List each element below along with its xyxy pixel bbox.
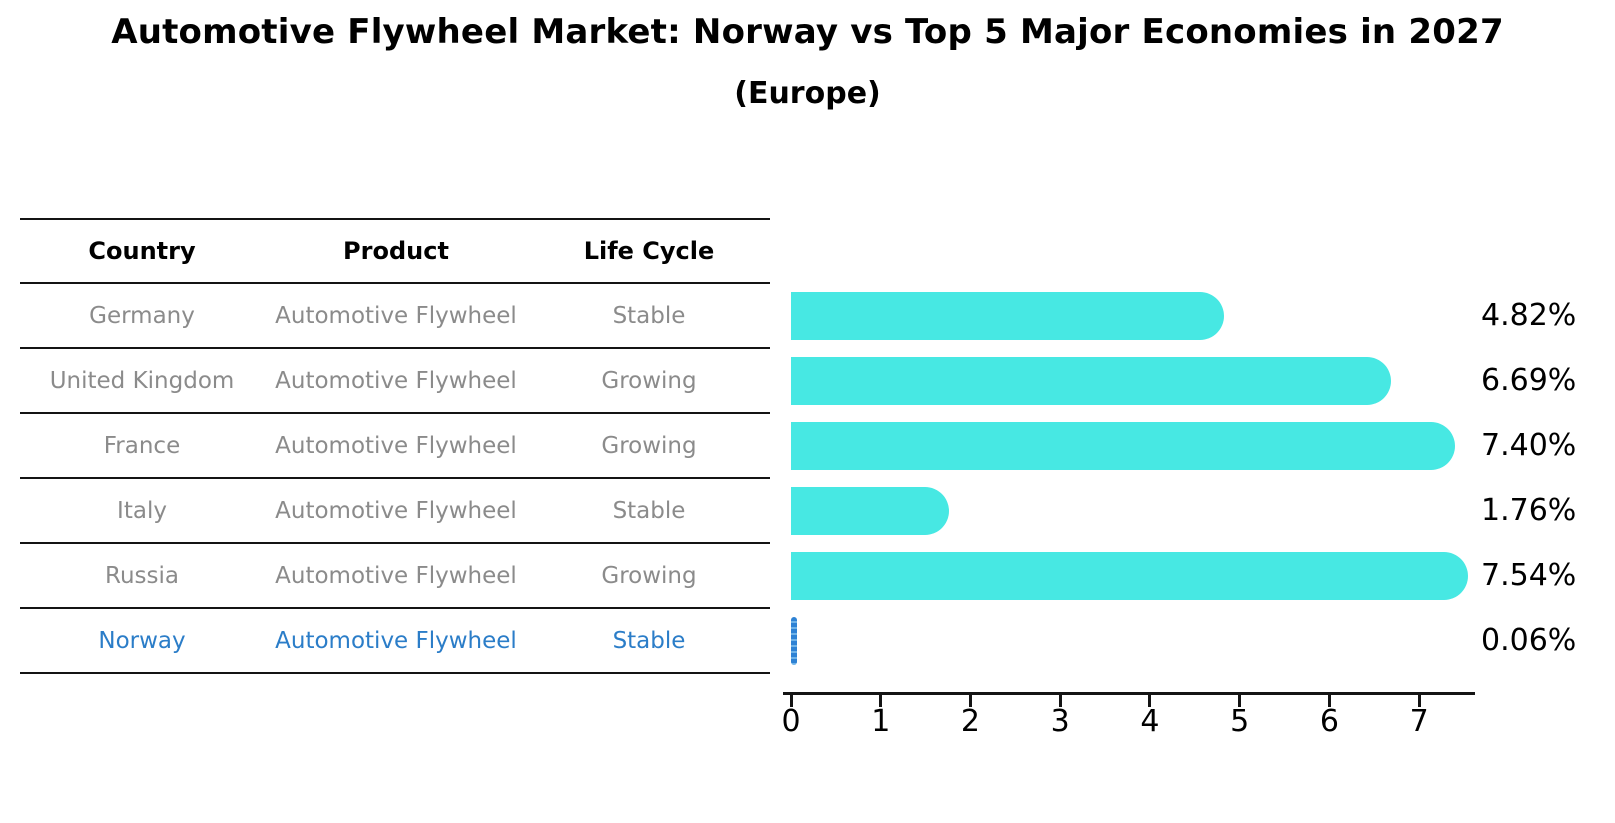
page-subtitle: (Europe) — [734, 76, 881, 111]
table-row: Germany Automotive Flywheel Stable — [20, 284, 770, 349]
cell-country: Norway — [98, 627, 186, 654]
column-header-lifecycle: Life Cycle — [583, 237, 715, 265]
x-tick-0 — [789, 695, 793, 707]
table-row: United Kingdom Automotive Flywheel Growi… — [20, 349, 770, 414]
value-label-italy: 1.76% — [1481, 493, 1577, 528]
x-tick-label-0: 0 — [781, 704, 801, 739]
cell-country: United Kingdom — [49, 367, 235, 394]
column-header-product: Product — [343, 237, 449, 265]
cell-lifecycle: Growing — [601, 367, 697, 394]
cell-product: Automotive Flywheel — [275, 497, 517, 524]
cell-product: Automotive Flywheel — [275, 367, 517, 394]
bar-united-kingdom — [791, 357, 1392, 405]
x-tick-5 — [1238, 695, 1242, 707]
x-tick-1 — [879, 695, 883, 707]
x-tick-4 — [1148, 695, 1152, 707]
table-header-row: Country Product Life Cycle — [20, 218, 770, 284]
x-tick-2 — [968, 695, 972, 707]
value-label-russia: 7.54% — [1481, 558, 1577, 593]
column-header-country: Country — [88, 237, 196, 265]
x-tick-3 — [1058, 695, 1062, 707]
cell-country: Russia — [105, 562, 179, 589]
value-label-united-kingdom: 6.69% — [1481, 363, 1577, 398]
value-label-france: 7.40% — [1481, 428, 1577, 463]
x-tick-label-7: 7 — [1409, 704, 1429, 739]
x-axis-line — [783, 692, 1475, 695]
cell-country: Italy — [117, 497, 167, 524]
table-row: Italy Automotive Flywheel Stable — [20, 479, 770, 544]
x-tick-6 — [1327, 695, 1331, 707]
cell-lifecycle: Growing — [601, 562, 697, 589]
cell-product: Automotive Flywheel — [275, 627, 517, 654]
x-tick-label-6: 6 — [1319, 704, 1339, 739]
x-tick-label-3: 3 — [1050, 704, 1070, 739]
bar-italy — [791, 487, 949, 535]
x-tick-7 — [1417, 695, 1421, 707]
cell-lifecycle: Stable — [612, 627, 686, 654]
value-label-germany: 4.82% — [1481, 298, 1577, 333]
cell-lifecycle: Stable — [612, 497, 686, 524]
cell-country: France — [103, 432, 181, 459]
x-tick-label-5: 5 — [1230, 704, 1250, 739]
cell-product: Automotive Flywheel — [275, 562, 517, 589]
value-label-norway: 0.06% — [1481, 623, 1577, 658]
x-tick-label-4: 4 — [1140, 704, 1160, 739]
table-row: France Automotive Flywheel Growing — [20, 414, 770, 479]
table-body: Germany Automotive Flywheel Stable Unite… — [20, 284, 770, 674]
country-table: Country Product Life Cycle Germany Autom… — [20, 218, 770, 674]
cell-lifecycle: Growing — [601, 432, 697, 459]
x-tick-label-2: 2 — [960, 704, 981, 739]
cell-lifecycle: Stable — [612, 302, 686, 329]
table-row: Russia Automotive Flywheel Growing — [20, 544, 770, 609]
x-tick-label-1: 1 — [871, 704, 891, 739]
bar-russia — [791, 552, 1468, 600]
cell-product: Automotive Flywheel — [275, 432, 517, 459]
cell-product: Automotive Flywheel — [275, 302, 517, 329]
table-row: Norway Automotive Flywheel Stable — [20, 609, 770, 674]
page-title: Automotive Flywheel Market: Norway vs To… — [111, 12, 1504, 52]
cell-country: Germany — [89, 302, 195, 329]
bar-germany — [791, 292, 1224, 340]
bar-france — [791, 422, 1456, 470]
bar-norway — [791, 617, 797, 665]
